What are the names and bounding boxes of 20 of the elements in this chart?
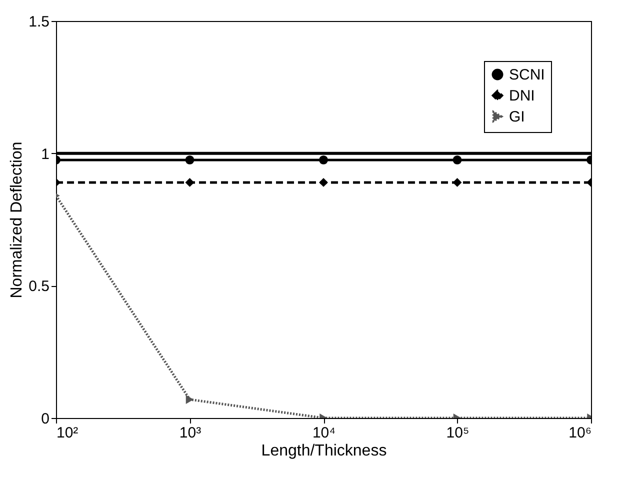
y-tick-label: 0.5 [28, 278, 50, 296]
point [319, 155, 328, 164]
x-tick-label: 10² [56, 424, 78, 442]
x-tick-label: 10⁴ [312, 424, 336, 442]
point [319, 178, 328, 187]
point [452, 155, 462, 164]
x-tick-label: 10³ [179, 424, 202, 442]
legend-label: GI [509, 108, 525, 126]
x-tick-label: 10⁶ [568, 424, 592, 442]
legend-label: DNI [509, 88, 535, 104]
x-tick-label: 10⁵ [446, 424, 470, 442]
point [452, 178, 462, 187]
y-axis-title: Normalized Deflection [8, 142, 26, 298]
x-axis-title: Length/Thickness [261, 442, 387, 460]
y-tick-label: 0 [41, 410, 50, 428]
y-tick-label: 1 [41, 146, 50, 163]
legend-label: SCNI [509, 66, 545, 84]
y-tick-label: 1.5 [28, 14, 50, 30]
point [185, 155, 194, 164]
point [185, 178, 194, 187]
